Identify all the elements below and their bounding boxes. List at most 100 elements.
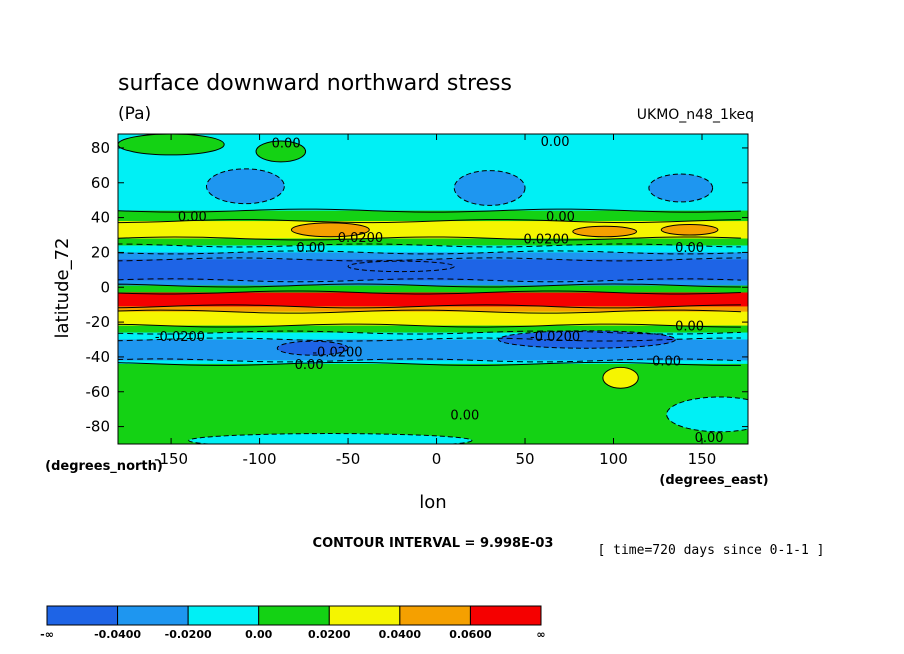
dataset-label: UKMO_n48_1keq bbox=[637, 107, 754, 123]
contour-label-9: -0.0200 bbox=[530, 330, 580, 345]
y-tick-label-7: -60 bbox=[86, 383, 111, 401]
contour-line-8 bbox=[118, 283, 741, 288]
contour-label-4: 0.0200 bbox=[338, 231, 384, 246]
blob-north-2 bbox=[453, 170, 526, 206]
blob-north-1 bbox=[205, 168, 285, 205]
contour-label-3: 0.00 bbox=[546, 210, 575, 225]
contour-line-15 bbox=[118, 358, 741, 363]
contour-label-5: 0.0200 bbox=[524, 232, 570, 247]
contour-label-2: 0.00 bbox=[178, 210, 207, 225]
y-tick-label-0: 80 bbox=[91, 139, 110, 157]
legend-label-6: 0.0600 bbox=[449, 628, 492, 641]
y-tick-label-1: 60 bbox=[91, 174, 110, 192]
y-tick-label-8: -80 bbox=[86, 418, 111, 436]
x-tick-label-6: 150 bbox=[688, 450, 717, 468]
latitude-band-5 bbox=[118, 252, 748, 260]
contour-line-5 bbox=[118, 250, 741, 255]
units-label: (Pa) bbox=[118, 104, 151, 124]
plot-frame bbox=[117, 133, 749, 445]
y-tick-label-4: 0 bbox=[100, 278, 110, 296]
blob-south-2 bbox=[497, 330, 676, 349]
x-tick-label-0: -150 bbox=[154, 450, 188, 468]
latitude-band-16 bbox=[118, 363, 748, 444]
contour-label-1: 0.00 bbox=[541, 135, 570, 150]
latitude-band-1 bbox=[118, 210, 748, 222]
x-tick-label-2: -50 bbox=[336, 450, 361, 468]
latitude-band-7 bbox=[118, 280, 748, 287]
blob-jet-2 bbox=[572, 225, 638, 238]
contour-interval-label: CONTOUR INTERVAL = 9.998E-03 bbox=[313, 536, 554, 551]
latitude-band-3 bbox=[118, 238, 748, 246]
contour-line-12 bbox=[118, 323, 741, 328]
time-note: [ time=720 days since 0-1-1 ] bbox=[598, 543, 825, 558]
latitude-band-4 bbox=[118, 245, 748, 253]
contour-line-4 bbox=[118, 243, 741, 248]
contour-line-16 bbox=[118, 361, 741, 366]
contour-line-7 bbox=[118, 278, 741, 283]
y-tick-label-3: 20 bbox=[91, 243, 110, 261]
legend-swatch-1 bbox=[117, 605, 189, 626]
contour-label-6: 0.00 bbox=[296, 241, 325, 256]
blob-south-1 bbox=[276, 340, 349, 356]
x-axis-label: lon bbox=[419, 492, 446, 513]
contour-line-10 bbox=[118, 304, 741, 309]
contour-line-2 bbox=[118, 219, 741, 224]
blob-south-land bbox=[602, 366, 639, 389]
blob-arctic-1 bbox=[118, 134, 225, 156]
contour-label-13: 0.00 bbox=[652, 354, 681, 369]
legend-label-1: -0.0400 bbox=[94, 628, 141, 641]
y-tick-label-2: 40 bbox=[91, 209, 110, 227]
latitude-band-10 bbox=[118, 306, 748, 313]
legend-label-5: 0.0400 bbox=[379, 628, 422, 641]
latitude-band-9 bbox=[118, 292, 748, 307]
legend-label-2: -0.0200 bbox=[165, 628, 212, 641]
legend-swatch-5 bbox=[399, 605, 471, 626]
latitude-band-15 bbox=[118, 360, 748, 365]
latitude-band-8 bbox=[118, 285, 748, 293]
legend-label-0: -∞ bbox=[40, 628, 54, 641]
blob-antarctic-1 bbox=[666, 396, 748, 433]
chart-title: surface downward northward stress bbox=[118, 71, 512, 96]
contour-line-6 bbox=[118, 257, 741, 262]
x-tick-label-5: 100 bbox=[599, 450, 628, 468]
contour-line-14 bbox=[118, 337, 741, 342]
x-axis-note: (degrees_east) bbox=[659, 473, 768, 488]
contour-label-12: 0.00 bbox=[295, 358, 324, 373]
blob-north-3 bbox=[648, 173, 714, 203]
contour-label-10: -0.0200 bbox=[312, 346, 362, 361]
y-tick-label-6: -40 bbox=[86, 348, 111, 366]
legend-swatch-6 bbox=[469, 605, 542, 626]
contour-label-0: 0.00 bbox=[272, 137, 301, 152]
legend-swatch-3 bbox=[258, 605, 330, 626]
blob-jet-3 bbox=[660, 224, 719, 236]
contour-label-14: 0.00 bbox=[450, 408, 479, 423]
x-tick-label-1: -100 bbox=[243, 450, 277, 468]
latitude-band-12 bbox=[118, 325, 748, 334]
y-tick-label-5: -20 bbox=[86, 313, 111, 331]
contour-line-13 bbox=[118, 330, 741, 335]
latitude-band-13 bbox=[118, 332, 748, 341]
contour-line-1 bbox=[118, 208, 741, 213]
blob-trade bbox=[347, 260, 455, 273]
contour-line-11 bbox=[118, 309, 741, 314]
legend-label-7: ∞ bbox=[536, 628, 545, 641]
legend-label-3: 0.00 bbox=[245, 628, 272, 641]
latitude-band-2 bbox=[118, 221, 748, 239]
legend-swatch-4 bbox=[328, 605, 401, 626]
latitude-band-11 bbox=[118, 311, 748, 327]
y-axis-label: latitude_72 bbox=[52, 238, 73, 339]
colorbar-legend: -∞ -0.0400 -0.0200 0.00 0.0200 0.0400 0.0600 ∞ bbox=[40, 605, 546, 641]
blob-jet-1 bbox=[290, 222, 370, 238]
contour-line-3 bbox=[118, 236, 741, 241]
contour-detail-layer bbox=[118, 134, 748, 444]
legend-swatch-2 bbox=[187, 605, 260, 626]
blob-arctic-2 bbox=[255, 140, 307, 163]
x-tick-label-3: 0 bbox=[432, 450, 442, 468]
legend-label-4: 0.0200 bbox=[308, 628, 351, 641]
axes-layer: -150 -100 -50 0 50 100 150 80 60 40 20 0 -20 -40 -60 -8… bbox=[86, 134, 748, 468]
x-tick-label-4: 50 bbox=[515, 450, 534, 468]
contour-label-7: 0.00 bbox=[675, 241, 704, 256]
contour-label-11: 0.00 bbox=[675, 320, 704, 335]
contour-label-8: -0.0200 bbox=[155, 330, 205, 345]
